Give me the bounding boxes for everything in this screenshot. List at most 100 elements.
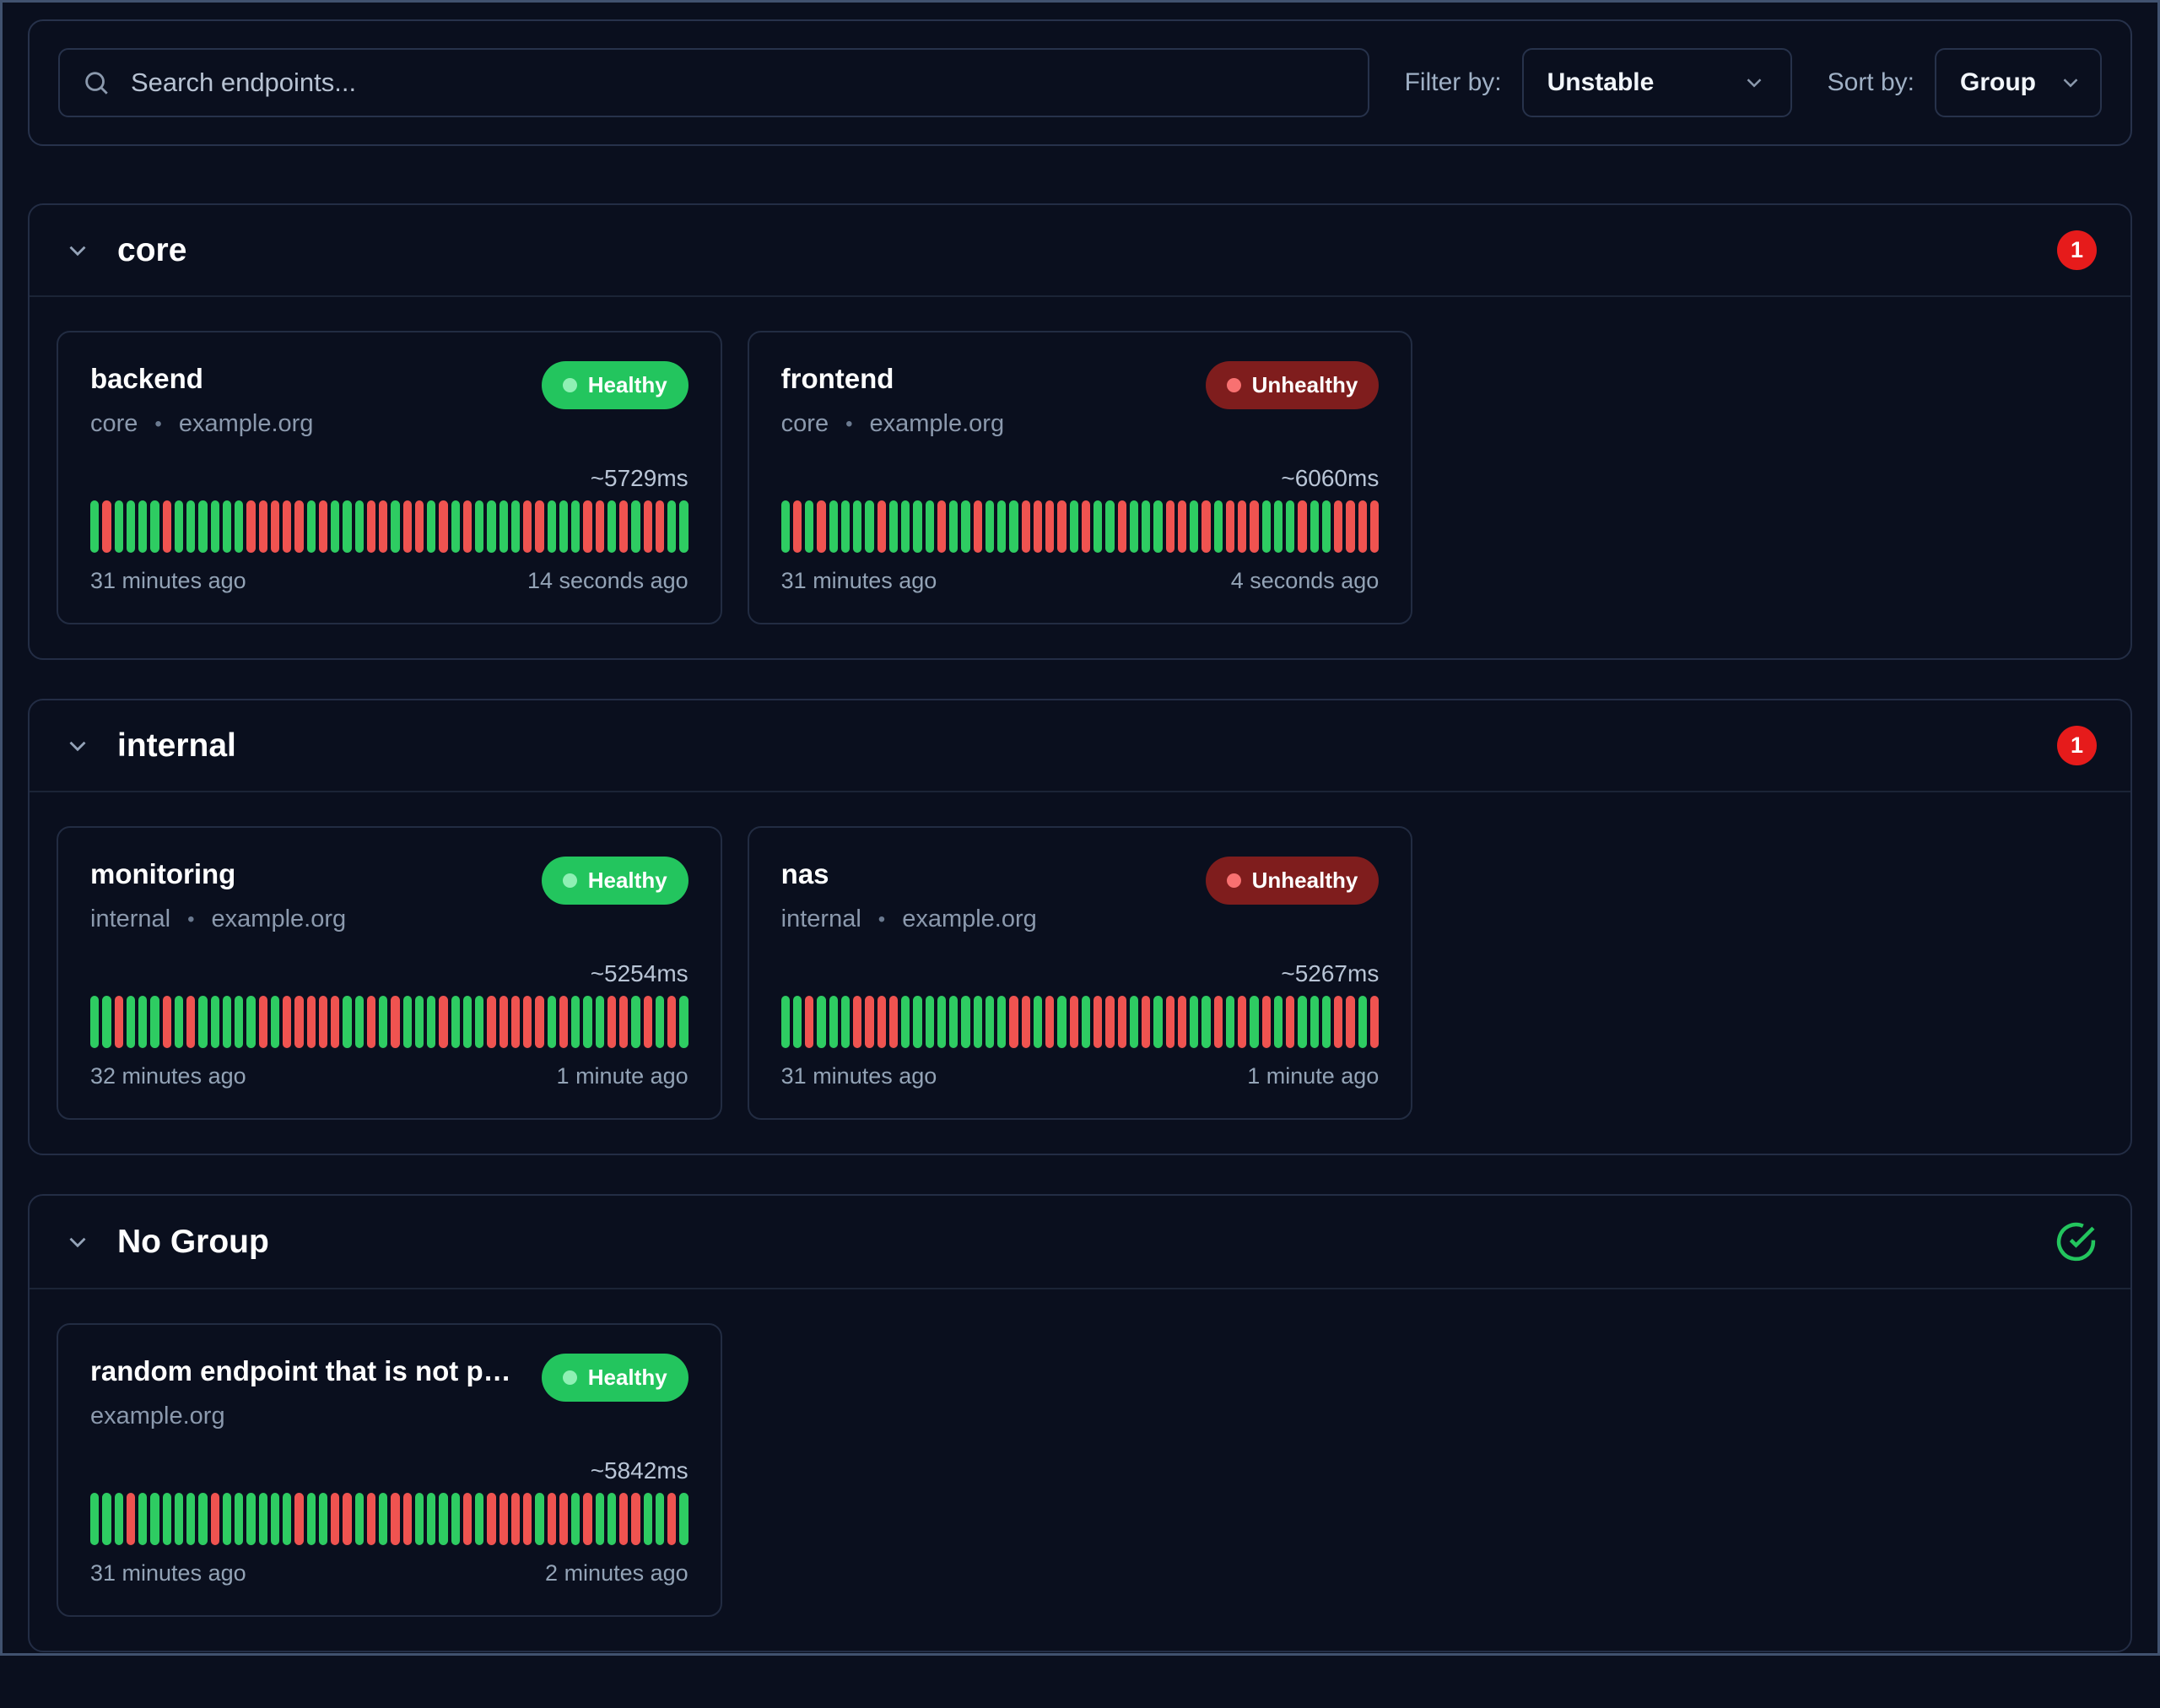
uptime-bar-failure[interactable]: [487, 996, 496, 1048]
uptime-bar-success[interactable]: [246, 1493, 256, 1545]
uptime-bar-success[interactable]: [150, 996, 159, 1048]
uptime-bar-success[interactable]: [235, 996, 244, 1048]
uptime-bar-success[interactable]: [427, 996, 436, 1048]
uptime-bar-failure[interactable]: [379, 500, 388, 553]
uptime-bar-success[interactable]: [1142, 500, 1151, 553]
uptime-bar-success[interactable]: [318, 1493, 327, 1545]
uptime-bar-success[interactable]: [571, 1493, 580, 1545]
uptime-bar-success[interactable]: [174, 500, 183, 553]
group-header[interactable]: core 1: [30, 205, 2130, 295]
uptime-bar-success[interactable]: [1009, 500, 1018, 553]
uptime-bar-success[interactable]: [90, 500, 100, 553]
uptime-bar-success[interactable]: [655, 1493, 664, 1545]
uptime-bar-failure[interactable]: [1213, 996, 1223, 1048]
uptime-bar-failure[interactable]: [414, 500, 424, 553]
uptime-bar-success[interactable]: [1190, 996, 1199, 1048]
uptime-bar-failure[interactable]: [294, 1493, 304, 1545]
uptime-bar-failure[interactable]: [462, 1493, 472, 1545]
uptime-bar-success[interactable]: [150, 1493, 159, 1545]
uptime-bar-success[interactable]: [475, 996, 484, 1048]
uptime-bar-failure[interactable]: [523, 996, 532, 1048]
uptime-bar-failure[interactable]: [643, 996, 652, 1048]
uptime-bar-failure[interactable]: [270, 500, 279, 553]
uptime-bar-success[interactable]: [1202, 996, 1211, 1048]
uptime-bar-success[interactable]: [174, 1493, 183, 1545]
uptime-bar-success[interactable]: [1094, 500, 1103, 553]
uptime-bar-success[interactable]: [210, 500, 219, 553]
uptime-bar-success[interactable]: [595, 1493, 604, 1545]
filter-select[interactable]: Unstable: [1521, 48, 1792, 117]
uptime-bar-failure[interactable]: [1021, 996, 1030, 1048]
uptime-bar-success[interactable]: [451, 996, 460, 1048]
uptime-bar-success[interactable]: [925, 500, 934, 553]
uptime-bar-success[interactable]: [1273, 500, 1283, 553]
search-box[interactable]: [58, 48, 1369, 117]
uptime-bar-success[interactable]: [853, 500, 862, 553]
uptime-bar-success[interactable]: [343, 996, 352, 1048]
uptime-bar-success[interactable]: [198, 996, 208, 1048]
uptime-bar-success[interactable]: [792, 996, 802, 1048]
uptime-bar-failure[interactable]: [583, 1493, 592, 1545]
uptime-bar-success[interactable]: [235, 1493, 244, 1545]
uptime-bar-success[interactable]: [607, 1493, 616, 1545]
uptime-bar-failure[interactable]: [559, 1493, 568, 1545]
uptime-bar-failure[interactable]: [937, 500, 947, 553]
uptime-bar-failure[interactable]: [805, 996, 814, 1048]
uptime-bar-failure[interactable]: [877, 500, 886, 553]
uptime-bar-success[interactable]: [997, 500, 1007, 553]
uptime-bar-failure[interactable]: [102, 500, 111, 553]
uptime-bar-failure[interactable]: [1250, 500, 1259, 553]
uptime-bar-success[interactable]: [210, 996, 219, 1048]
uptime-bar-success[interactable]: [246, 996, 256, 1048]
uptime-bar-failure[interactable]: [1081, 500, 1091, 553]
uptime-bar-failure[interactable]: [817, 500, 826, 553]
uptime-bar-success[interactable]: [865, 500, 874, 553]
uptime-bar-success[interactable]: [901, 996, 910, 1048]
uptime-bar-success[interactable]: [462, 996, 472, 1048]
uptime-bar-success[interactable]: [1081, 996, 1091, 1048]
uptime-bar-failure[interactable]: [391, 996, 400, 1048]
uptime-bar-success[interactable]: [1057, 996, 1066, 1048]
uptime-bar-failure[interactable]: [499, 996, 508, 1048]
uptime-bar-failure[interactable]: [1369, 500, 1380, 553]
uptime-bar-failure[interactable]: [523, 1493, 532, 1545]
uptime-bar-failure[interactable]: [318, 996, 327, 1048]
uptime-bar-failure[interactable]: [1117, 996, 1126, 1048]
uptime-bar-success[interactable]: [487, 500, 496, 553]
uptime-bar-failure[interactable]: [667, 1493, 677, 1545]
uptime-bar-success[interactable]: [379, 1493, 388, 1545]
uptime-bar-success[interactable]: [439, 1493, 448, 1545]
uptime-bar-success[interactable]: [270, 996, 279, 1048]
uptime-bar-failure[interactable]: [1165, 500, 1174, 553]
uptime-bar-success[interactable]: [547, 996, 556, 1048]
uptime-bar-success[interactable]: [667, 500, 677, 553]
uptime-bar-success[interactable]: [1225, 996, 1235, 1048]
uptime-bar-success[interactable]: [475, 500, 484, 553]
endpoint-card[interactable]: backend core • example.org Healthy ~5729ms…: [57, 331, 722, 624]
uptime-bar-failure[interactable]: [547, 1493, 556, 1545]
uptime-bar-success[interactable]: [138, 1493, 148, 1545]
uptime-bar-failure[interactable]: [535, 500, 544, 553]
uptime-bar-failure[interactable]: [499, 1493, 508, 1545]
uptime-bar-failure[interactable]: [619, 1493, 629, 1545]
uptime-bar-success[interactable]: [571, 996, 580, 1048]
uptime-bar-success[interactable]: [547, 500, 556, 553]
uptime-bar-failure[interactable]: [391, 1493, 400, 1545]
uptime-bar-success[interactable]: [499, 500, 508, 553]
uptime-bar-success[interactable]: [643, 1493, 652, 1545]
uptime-bar-failure[interactable]: [1165, 996, 1174, 1048]
uptime-bar-success[interactable]: [222, 500, 231, 553]
uptime-bar-failure[interactable]: [318, 500, 327, 553]
uptime-bar-success[interactable]: [174, 996, 183, 1048]
uptime-bar-failure[interactable]: [1334, 500, 1343, 553]
uptime-bar-success[interactable]: [510, 500, 520, 553]
uptime-bar-failure[interactable]: [283, 996, 292, 1048]
uptime-bar-failure[interactable]: [294, 500, 304, 553]
uptime-bar-failure[interactable]: [888, 996, 899, 1048]
endpoint-card[interactable]: frontend core • example.org Unhealthy ~606…: [747, 331, 1413, 624]
uptime-bar-failure[interactable]: [1069, 996, 1078, 1048]
endpoint-card[interactable]: monitoring internal • example.org Healthy …: [57, 826, 722, 1120]
uptime-bar-success[interactable]: [1286, 500, 1295, 553]
uptime-bar-success[interactable]: [583, 996, 592, 1048]
uptime-bar-success[interactable]: [1105, 500, 1115, 553]
